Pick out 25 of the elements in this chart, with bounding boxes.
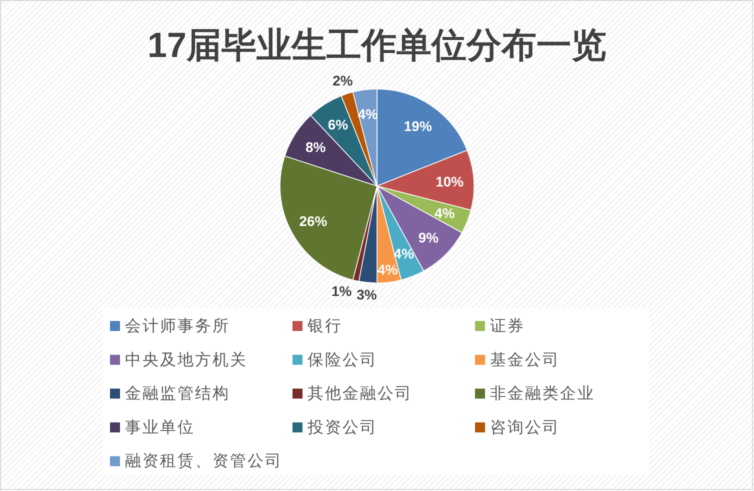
- legend-label: 金融监管结构: [125, 384, 230, 402]
- data-label: 10%: [436, 173, 464, 190]
- legend-label: 投资公司: [306, 418, 378, 436]
- chart-title: 17届毕业生工作单位分布一览: [148, 26, 606, 65]
- legend-label: 证券: [490, 316, 525, 334]
- legend-label: 基金公司: [490, 350, 560, 368]
- data-label: 9%: [418, 229, 440, 246]
- legend-label: 非金融类企业: [490, 384, 595, 402]
- legend-label: 银行: [306, 318, 342, 334]
- legend-label: 中央及地方机关: [125, 350, 248, 368]
- data-label: 3%: [356, 286, 378, 302]
- data-label: 6%: [328, 116, 349, 133]
- legend-label: 咨询公司: [490, 418, 560, 436]
- legend-label: 会计师事务所: [125, 316, 230, 334]
- legend-label: 融资租赁、资管公司: [125, 452, 282, 470]
- data-label: 4%: [377, 262, 398, 278]
- data-label: 4%: [434, 204, 456, 221]
- data-label: 2%: [332, 72, 354, 89]
- legend-label: 其他金融公司: [308, 384, 412, 402]
- data-label: 19%: [404, 118, 432, 134]
- data-label: 8%: [305, 139, 326, 156]
- legend-label: 保险公司: [308, 351, 378, 368]
- data-label: 1%: [332, 283, 352, 300]
- legend-label: 事业单位: [125, 418, 195, 436]
- data-label: 26%: [299, 213, 328, 230]
